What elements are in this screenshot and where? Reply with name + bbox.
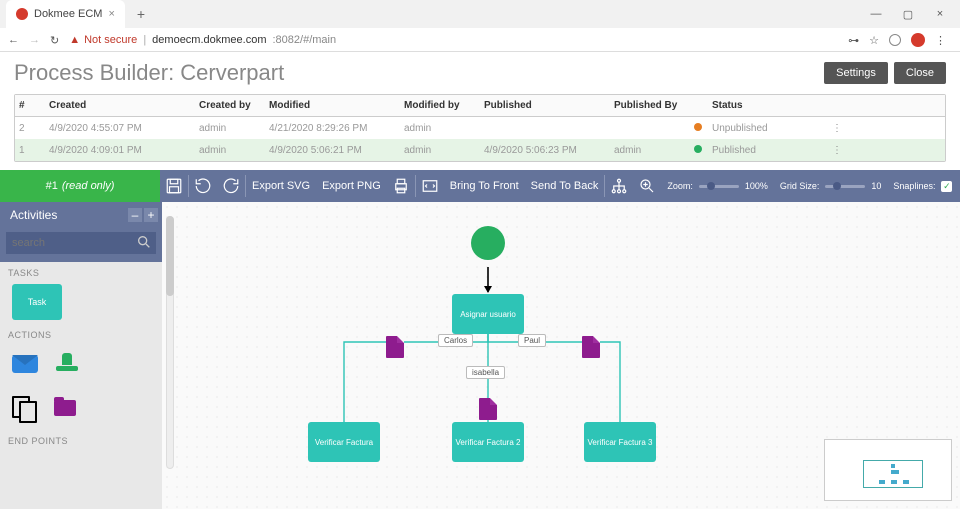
maximize-button[interactable]: ▢ [892,0,924,28]
browser-tab[interactable]: Dokmee ECM × [6,0,125,28]
expand-button[interactable]: + [144,208,158,222]
col-status: Status [708,100,828,111]
col-modified: Modified [265,100,400,111]
profile-icon[interactable] [889,34,901,46]
branch-label-paul[interactable]: Paul [518,334,546,347]
col-num: # [15,100,45,111]
security-warning: ▲ Not secure [69,34,137,46]
key-icon[interactable]: ⊶ [848,34,859,47]
favicon-icon [16,8,28,20]
forward-button[interactable]: → [29,34,40,46]
mail-action-tool[interactable] [12,355,38,373]
editor-toolbar: #1 (read only) Export SVG Export PNG Bri… [0,170,960,202]
close-tab-icon[interactable]: × [108,8,114,20]
send-back-button[interactable]: Send To Back [525,180,605,192]
export-svg-button[interactable]: Export SVG [246,180,316,192]
minimize-button[interactable]: — [860,0,892,28]
export-png-button[interactable]: Export PNG [316,180,387,192]
fit-icon[interactable] [416,170,444,202]
task-node-verify1[interactable]: Verificar Factura [308,422,380,462]
save-icon[interactable] [160,170,188,202]
versions-table: # Created Created by Modified Modified b… [14,94,946,162]
bring-front-button[interactable]: Bring To Front [444,180,525,192]
print-icon[interactable] [387,170,415,202]
extension-icon[interactable] [911,33,925,47]
col-createdby: Created by [195,100,265,111]
warning-icon: ▲ [69,34,80,46]
url-field[interactable]: ▲ Not secure | demoecm.dokmee.com:8082/#… [69,34,838,46]
activities-sidebar: Activities – + TASKS Task ACTIONS END PO… [0,202,162,509]
zoom-icon[interactable] [633,170,661,202]
col-publishedby: Published By [610,100,690,111]
minimap[interactable] [824,439,952,501]
table-header: # Created Created by Modified Modified b… [15,95,945,117]
version-badge: #1 (read only) [0,170,160,202]
gridsize-value: 10 [865,181,887,191]
url-path: :8082/#/main [273,34,337,46]
tab-title: Dokmee ECM [34,8,102,20]
bookmark-icon[interactable]: ☆ [869,34,879,47]
start-node[interactable] [471,226,505,260]
branch-label-isabella[interactable]: isabella [466,366,505,379]
sidebar-header: Activities – + [0,202,162,228]
task-node-tool[interactable]: Task [12,284,62,320]
snaplines-checkbox[interactable]: ✓ [941,181,952,192]
back-button[interactable]: ← [8,34,19,46]
gridsize-slider[interactable] [825,185,865,188]
gridsize-label: Grid Size: [774,181,826,191]
undo-icon[interactable] [189,170,217,202]
canvas-scrollbar[interactable] [166,216,176,469]
tab-bar: Dokmee ECM × + — ▢ × [0,0,960,28]
row-menu-icon[interactable]: ⋮ [828,123,846,134]
workflow-canvas[interactable]: Asignar usuario Carlos Paul isabella Ver… [162,202,960,509]
search-input[interactable] [6,232,156,254]
tasks-label: TASKS [0,262,162,280]
doc-node[interactable] [386,336,404,358]
status-dot [694,123,702,131]
zoom-slider[interactable]: .zoomslider::after{left:8px} [699,185,739,188]
task-node-verify3[interactable]: Verificar Factura 3 [584,422,656,462]
col-published: Published [480,100,610,111]
stamp-action-tool[interactable] [56,353,78,375]
doc-node[interactable] [479,398,497,420]
actions-label: ACTIONS [0,324,162,342]
close-button[interactable]: Close [894,62,946,84]
col-created: Created [45,100,195,111]
browser-chrome: Dokmee ECM × + — ▢ × ← → ↻ ▲ Not secure … [0,0,960,52]
doc-node[interactable] [582,336,600,358]
collapse-button[interactable]: – [128,208,142,222]
page-header: Process Builder: Cerverpart Settings Clo… [0,52,960,90]
settings-button[interactable]: Settings [824,62,888,84]
status-dot [694,145,702,153]
task-node-verify2[interactable]: Verificar Factura 2 [452,422,524,462]
col-modifiedby: Modified by [400,100,480,111]
search-icon[interactable] [136,234,152,253]
editor-main: Activities – + TASKS Task ACTIONS END PO… [0,202,960,509]
snaplines-label: Snaplines: [887,181,941,191]
new-tab-button[interactable]: + [131,4,151,24]
sidebar-search [0,228,162,262]
branch-label-carlos[interactable]: Carlos [438,334,473,347]
menu-icon[interactable]: ⋮ [935,34,946,47]
arrow-icon [484,286,492,293]
zoom-value: 100% [739,181,774,191]
reload-button[interactable]: ↻ [50,34,59,47]
close-window-button[interactable]: × [924,0,956,28]
endpoints-label: END POINTS [0,430,162,448]
folder-action-tool[interactable] [54,400,76,416]
task-node-assign[interactable]: Asignar usuario [452,294,524,334]
table-row[interactable]: 2 4/9/2020 4:55:07 PM admin 4/21/2020 8:… [15,117,945,139]
copy-action-tool[interactable] [12,396,36,420]
tree-icon[interactable] [605,170,633,202]
address-bar: ← → ↻ ▲ Not secure | demoecm.dokmee.com:… [0,28,960,52]
table-row[interactable]: 1 4/9/2020 4:09:01 PM admin 4/9/2020 5:0… [15,139,945,161]
url-host: demoecm.dokmee.com [152,34,266,46]
page-title: Process Builder: Cerverpart [14,60,284,86]
zoom-label: Zoom: [661,181,699,191]
redo-icon[interactable] [217,170,245,202]
row-menu-icon[interactable]: ⋮ [828,145,846,156]
